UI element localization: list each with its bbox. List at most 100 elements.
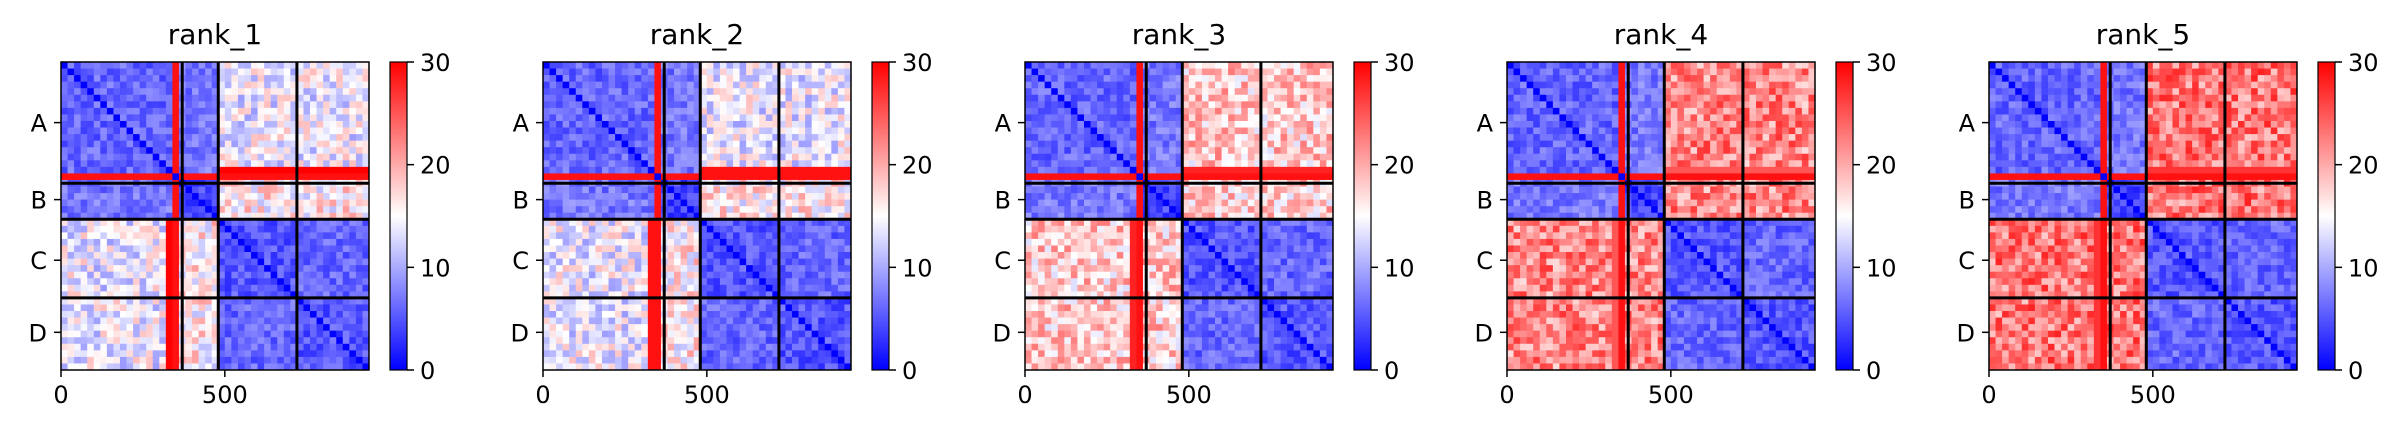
heatmap-cell: [336, 271, 344, 279]
heatmap-cell: [765, 225, 773, 233]
heatmap-cell: [556, 324, 564, 332]
heatmap-cell: [303, 343, 311, 351]
heatmap-cell: [316, 343, 324, 351]
heatmap-cell: [719, 120, 728, 129]
heatmap-cell: [93, 107, 101, 116]
heatmap-cell: [687, 173, 695, 181]
heatmap-cell: [628, 140, 636, 148]
heatmap-cell: [1077, 153, 1085, 161]
heatmap-cell: [87, 271, 95, 279]
heatmap-cell: [329, 343, 337, 351]
heatmap-cell: [582, 212, 590, 220]
heatmap-cell: [1057, 140, 1065, 148]
heatmap-cell: [844, 317, 851, 325]
heatmap-cell: [283, 324, 291, 332]
heatmap-cell: [211, 232, 219, 240]
heatmap-cell: [746, 265, 754, 273]
heatmap-cell: [746, 101, 754, 109]
heatmap-cell: [257, 88, 265, 96]
heatmap-cell: [1051, 219, 1059, 227]
heatmap-cell: [67, 317, 75, 325]
heatmap-cell: [556, 317, 564, 325]
heatmap-cell: [1064, 245, 1072, 253]
heatmap-cell: [1025, 271, 1033, 279]
heatmap-cell: [126, 311, 134, 319]
heatmap-cell: [1057, 337, 1065, 345]
heatmap-cell: [277, 363, 285, 370]
heatmap-cell: [601, 356, 610, 365]
heatmap-cell: [244, 127, 252, 135]
heatmap-cell: [719, 199, 728, 207]
heatmap-cell: [185, 297, 193, 306]
heatmap-cell: [549, 219, 557, 227]
heatmap-cell: [106, 225, 115, 233]
heatmap-cell: [270, 238, 278, 247]
heatmap-cell: [270, 206, 278, 214]
heatmap-cell: [595, 206, 603, 214]
heatmap-cell: [837, 350, 846, 358]
heatmap-cell: [811, 199, 819, 207]
heatmap-cell: [237, 284, 246, 292]
heatmap-cell: [257, 173, 265, 181]
heatmap-cell: [100, 114, 108, 122]
heatmap-cell: [588, 265, 597, 273]
heatmap-cell: [1083, 206, 1092, 214]
heatmap-cell: [634, 114, 642, 122]
heatmap-cell: [264, 62, 272, 70]
heatmap-cell: [185, 225, 193, 233]
heatmap-cell: [139, 304, 147, 312]
heatmap-cell: [172, 232, 180, 240]
heatmap-cell: [336, 120, 344, 129]
heatmap-cell: [713, 271, 721, 279]
heatmap-cell: [1051, 350, 1059, 358]
heatmap-cell: [270, 140, 278, 148]
heatmap-cell: [290, 206, 298, 214]
heatmap-cell: [61, 199, 69, 207]
heatmap-cell: [198, 206, 206, 214]
heatmap-cell: [159, 199, 167, 207]
heatmap-cell: [237, 258, 246, 266]
heatmap-cell: [693, 350, 701, 358]
heatmap-cell: [719, 343, 728, 351]
heatmap-cell: [205, 245, 213, 253]
heatmap-cell: [283, 107, 291, 116]
heatmap-cell: [680, 75, 688, 83]
heatmap-cell: [759, 206, 767, 214]
heatmap-cell: [126, 356, 134, 365]
heatmap-cell: [700, 337, 708, 345]
heatmap-cell: [67, 271, 75, 279]
heatmap-cell: [634, 232, 642, 240]
heatmap-cell: [628, 114, 636, 122]
heatmap-cell: [700, 258, 708, 266]
heatmap-cell: [575, 173, 583, 181]
heatmap-cell: [1090, 297, 1098, 306]
heatmap-cell: [641, 68, 649, 76]
heatmap-cell: [739, 173, 747, 181]
heatmap-cell: [113, 94, 121, 102]
heatmap-cell: [1031, 278, 1039, 286]
heatmap-cell: [543, 271, 551, 279]
heatmap-cell: [1070, 363, 1079, 370]
heatmap-cell: [647, 258, 656, 266]
heatmap-cell: [133, 291, 141, 299]
heatmap-cell: [192, 304, 200, 312]
heatmap-cell: [231, 284, 239, 292]
heatmap-cell: [772, 317, 780, 325]
heatmap-cell: [93, 160, 101, 168]
heatmap-cell: [277, 199, 285, 207]
heatmap-cell: [575, 88, 583, 96]
heatmap-cell: [192, 199, 200, 207]
heatmap-cell: [106, 62, 115, 70]
heatmap-cell: [342, 258, 350, 266]
heatmap-cell: [251, 173, 259, 181]
heatmap-cell: [687, 258, 695, 266]
heatmap-cell: [588, 193, 597, 201]
heatmap-cell: [80, 284, 88, 292]
heatmap-cell: [706, 166, 714, 175]
heatmap-cell: [126, 193, 134, 201]
heatmap-cell: [192, 311, 200, 319]
heatmap-cell: [336, 166, 344, 175]
heatmap-cell: [159, 324, 167, 332]
heatmap-cell: [1051, 107, 1059, 116]
heatmap-cell: [100, 68, 108, 76]
